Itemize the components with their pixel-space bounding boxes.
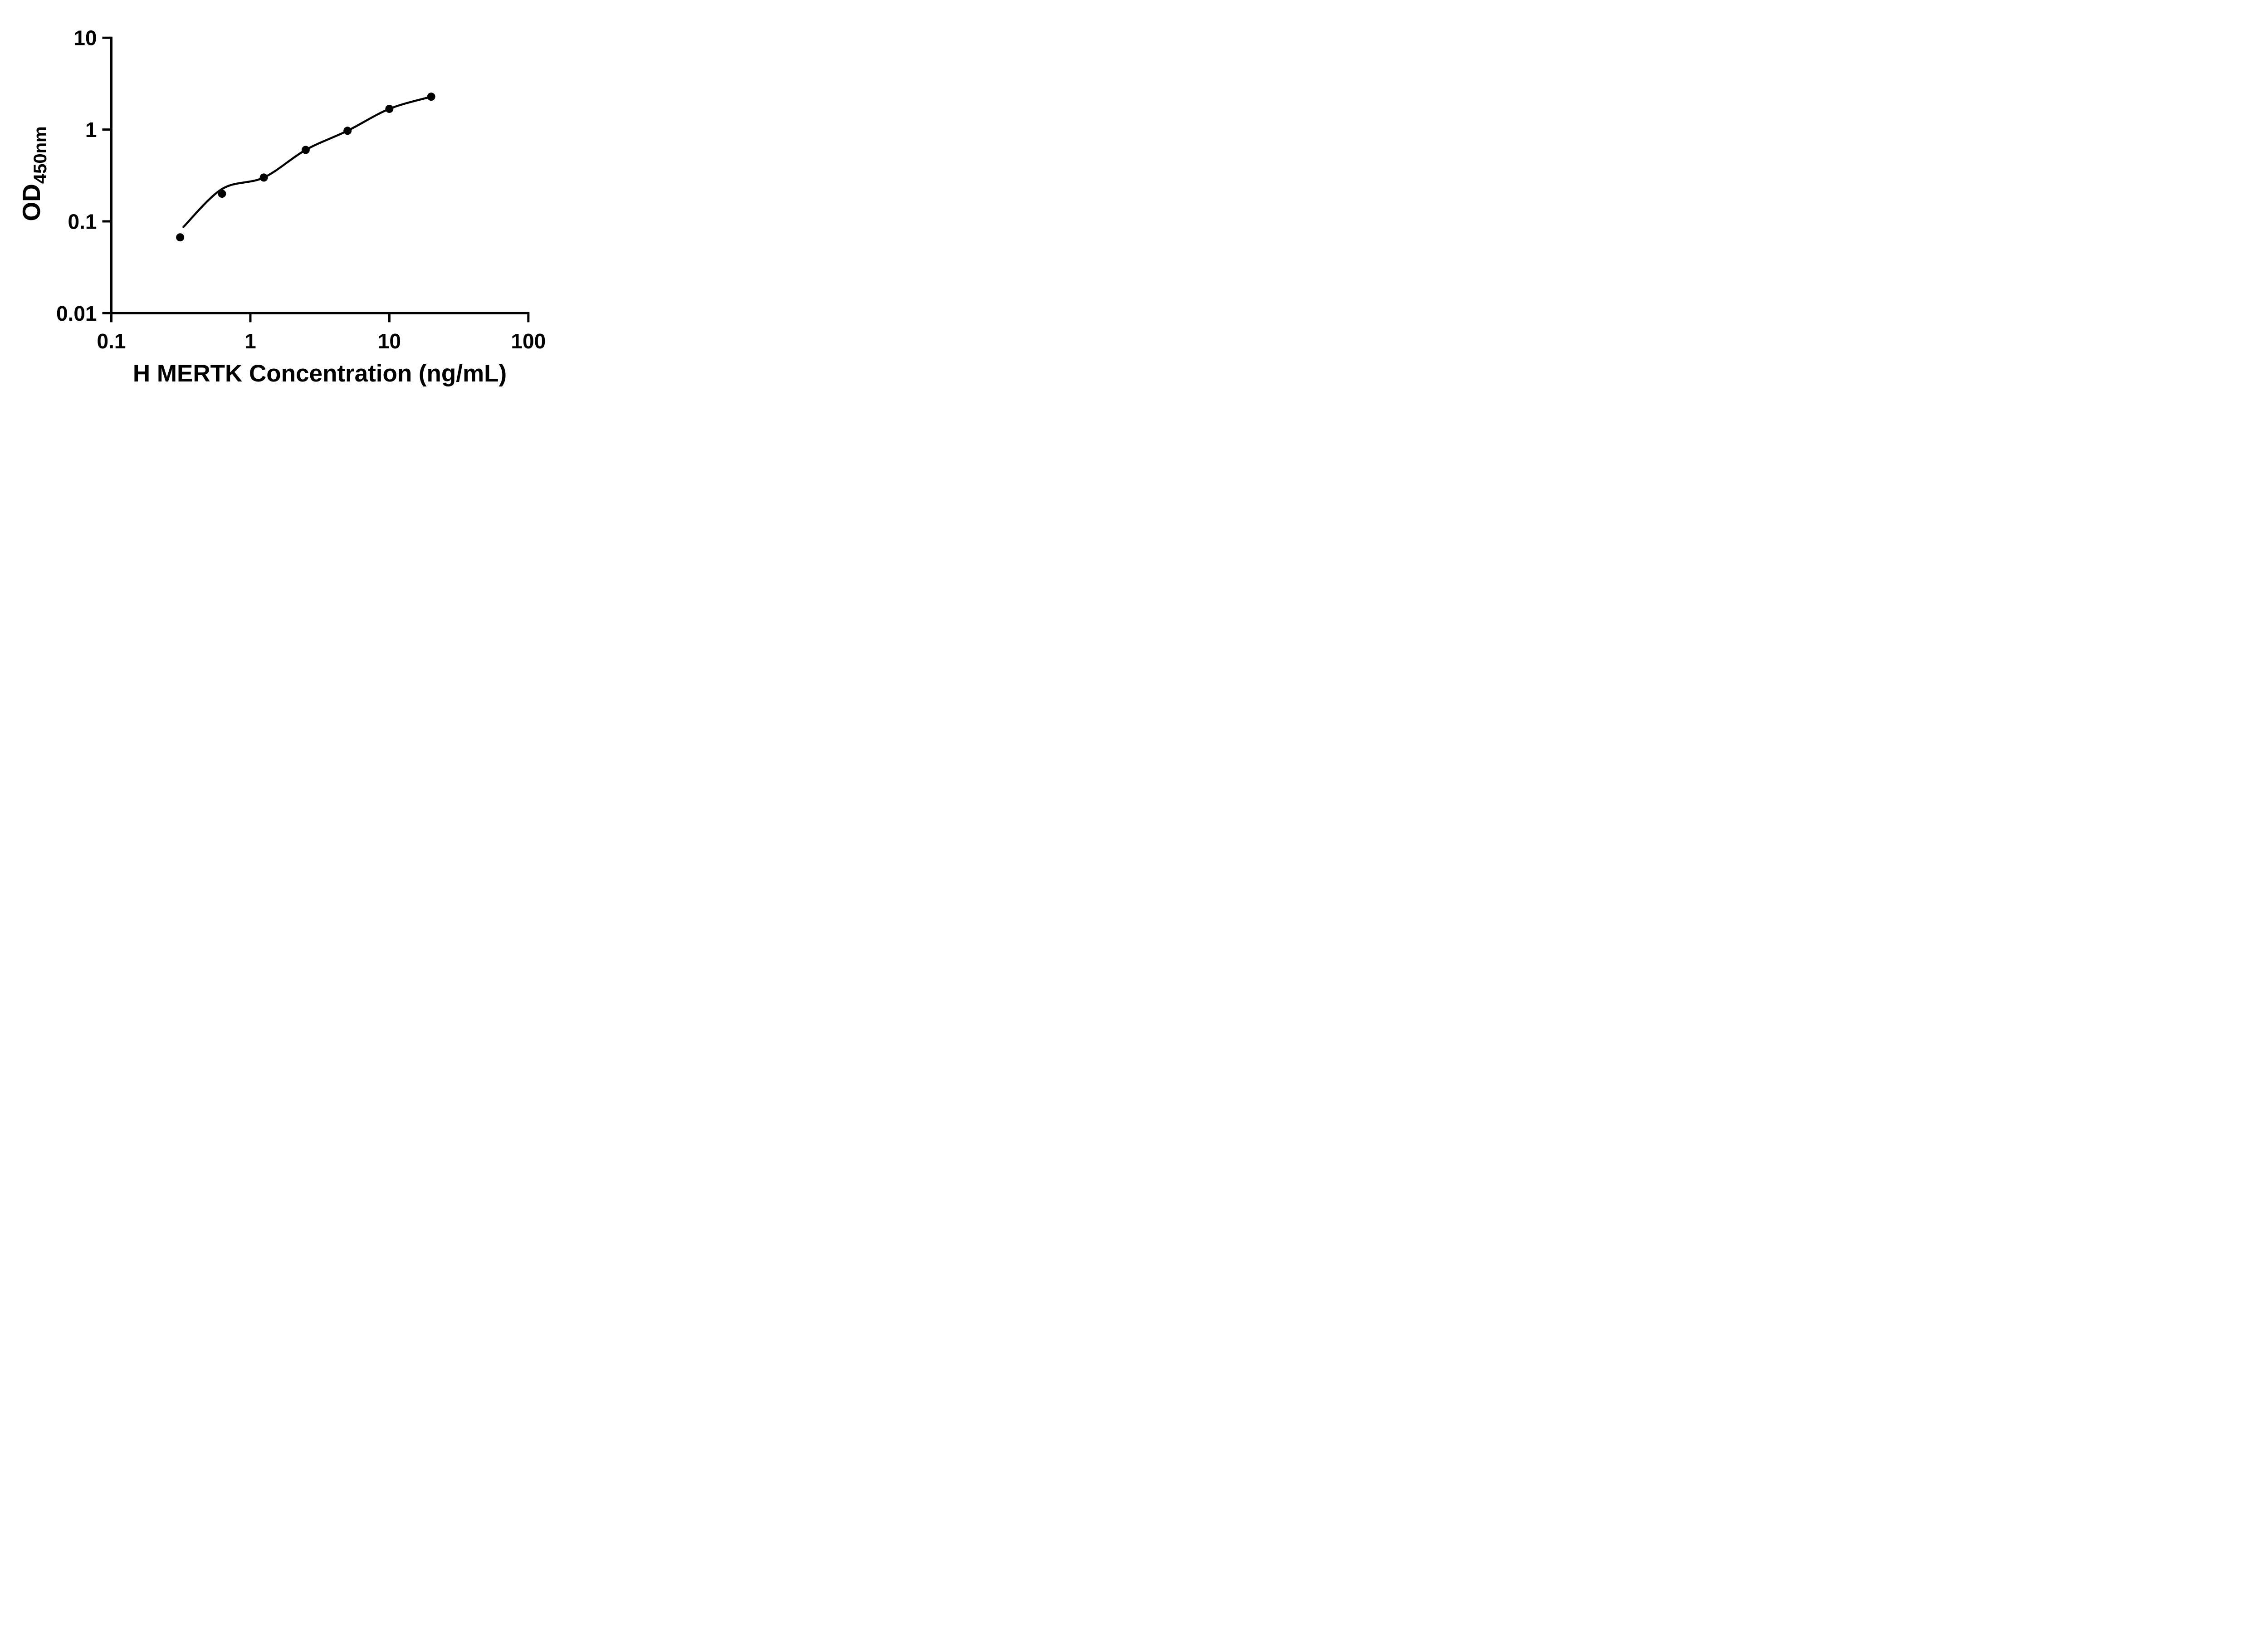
- y-tick-label-0.1: 0.1: [68, 210, 97, 234]
- elisa-standard-curve-figure: 0.1 1 10 100 0.01 0.1 1 10 H MERTK Concentrati…: [0, 0, 583, 408]
- data-point-10-ng-ml: [385, 104, 394, 113]
- y-tick-label-1: 1: [85, 118, 97, 142]
- x-tick-label-0.1: 0.1: [97, 329, 126, 353]
- x-tick-label-10: 10: [378, 329, 401, 353]
- data-point-5-ng-ml: [343, 127, 352, 135]
- data-point-2.5-ng-ml: [301, 146, 310, 154]
- y-tick-labels: 0.01 0.1 1 10: [56, 26, 97, 325]
- fit-curve-group: [182, 95, 432, 228]
- x-tick-label-1: 1: [244, 329, 256, 353]
- y-tick-label-10: 10: [73, 26, 97, 50]
- x-axis-title: H MERTK Concentration (ng/mL): [133, 360, 507, 387]
- data-point-0.3125-ng-ml: [176, 233, 185, 242]
- data-point-20-ng-ml: [427, 93, 435, 101]
- x-tick-label-100: 100: [511, 329, 546, 353]
- y-tick-label-0.01: 0.01: [56, 302, 97, 325]
- axis-frame-path: [102, 36, 530, 323]
- y-axis-title-main: OD: [17, 184, 45, 221]
- x-tick-labels: 0.1 1 10 100: [97, 329, 546, 353]
- data-point-1.25-ng-ml: [259, 173, 268, 182]
- axes-frame: [102, 36, 530, 323]
- standard-curve-fit-line: [182, 95, 432, 228]
- data-points-group: [176, 93, 435, 242]
- data-point-0.625-ng-ml: [218, 190, 226, 198]
- y-axis-title: OD450nm: [17, 126, 50, 221]
- y-axis-title-subscript: 450nm: [30, 126, 50, 184]
